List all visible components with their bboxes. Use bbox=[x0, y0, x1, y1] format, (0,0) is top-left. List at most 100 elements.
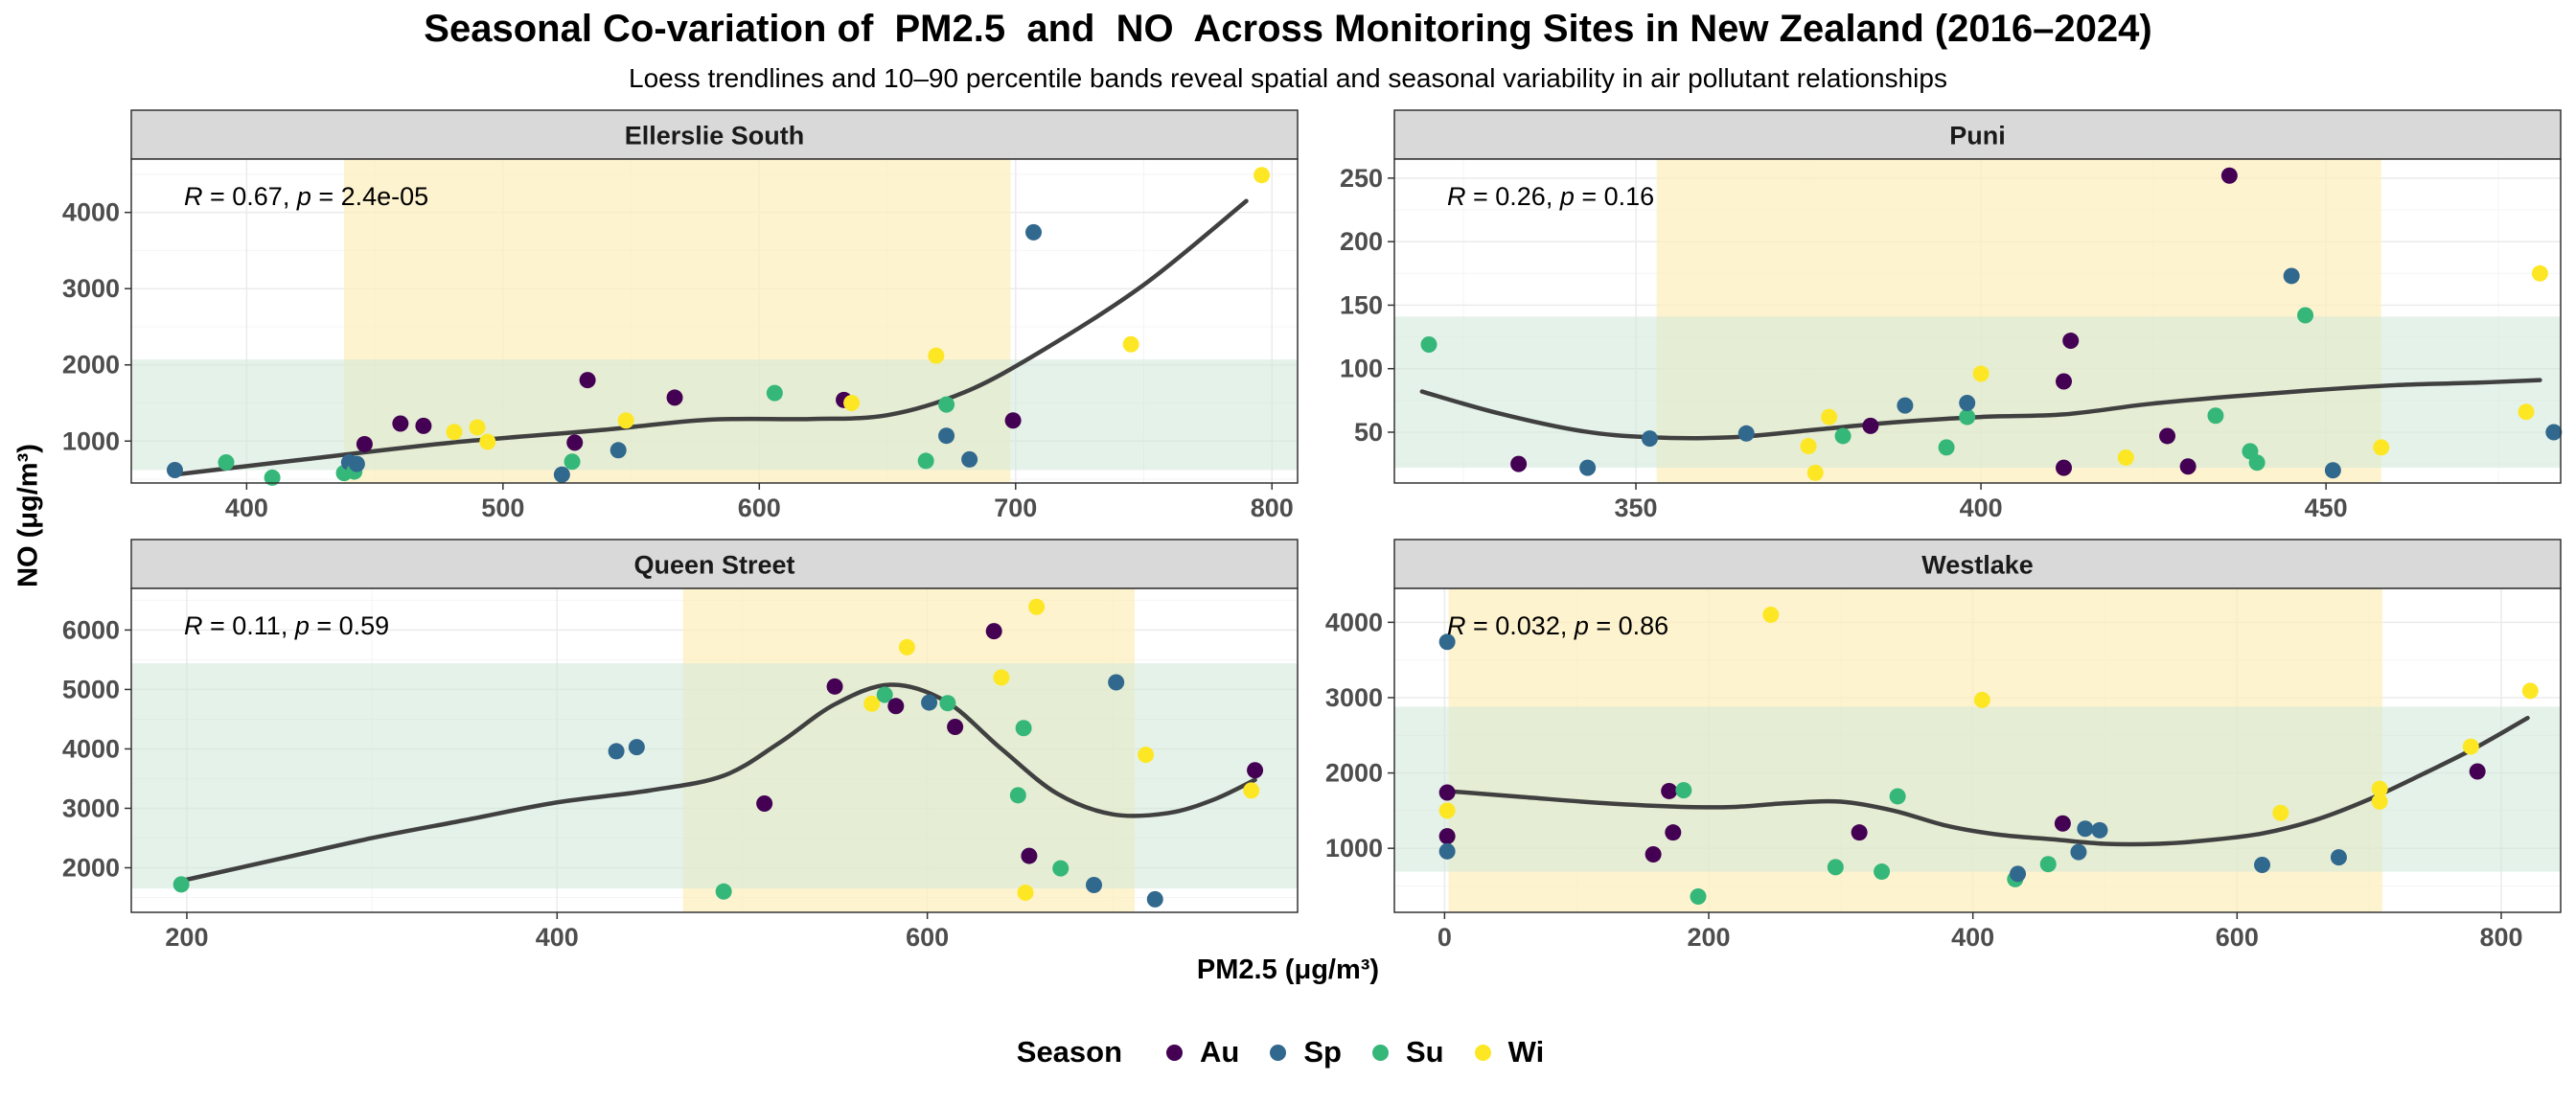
data-point-wi bbox=[898, 638, 915, 656]
data-point-sp bbox=[2324, 462, 2341, 479]
no-percentile-band-westlake bbox=[1394, 706, 2561, 872]
legend-swatch-sp bbox=[1270, 1044, 1287, 1061]
x-tick-label: 400 bbox=[225, 494, 268, 522]
x-tick-label: 800 bbox=[1251, 494, 1294, 522]
data-point-sp bbox=[2077, 820, 2094, 838]
data-point-au bbox=[1851, 824, 1868, 841]
data-point-sp bbox=[1641, 430, 1658, 448]
legend-item-sp: Sp bbox=[1270, 1035, 1342, 1070]
data-point-wi bbox=[1821, 408, 1838, 426]
data-point-sp bbox=[938, 427, 955, 445]
y-tick-label: 1000 bbox=[62, 426, 120, 455]
data-point-au bbox=[2159, 427, 2176, 445]
data-point-sp bbox=[553, 466, 570, 483]
stat-symbol: p bbox=[1574, 611, 1589, 640]
data-point-wi bbox=[1017, 885, 1034, 902]
stat-symbol: R bbox=[184, 182, 203, 211]
legend-label-sp: Sp bbox=[1303, 1035, 1342, 1069]
data-point-wi bbox=[1806, 464, 1824, 481]
x-tick-label: 800 bbox=[2479, 923, 2522, 952]
data-point-au bbox=[1438, 784, 1456, 801]
data-point-wi bbox=[1438, 802, 1456, 819]
y-tick-label: 2000 bbox=[1325, 759, 1383, 788]
data-point-sp bbox=[1025, 223, 1043, 241]
data-point-au bbox=[826, 678, 843, 695]
data-point-su bbox=[218, 454, 235, 472]
data-point-sp bbox=[348, 455, 365, 472]
data-point-wi bbox=[1122, 335, 1139, 353]
data-point-au bbox=[2179, 458, 2196, 475]
data-point-sp bbox=[610, 442, 627, 459]
data-point-au bbox=[2056, 459, 2073, 476]
correlation-annotation-ellerslie-south: R = 0.67, p = 2.4e-05 bbox=[184, 182, 428, 211]
data-point-su bbox=[938, 396, 955, 413]
data-point-sp bbox=[2010, 865, 2027, 883]
y-tick-label: 200 bbox=[1340, 227, 1383, 256]
y-tick-label: 4000 bbox=[62, 734, 120, 763]
data-point-wi bbox=[617, 412, 634, 429]
data-point-wi bbox=[863, 695, 881, 712]
legend-swatch-wi bbox=[1474, 1044, 1491, 1061]
data-point-au bbox=[1665, 824, 1682, 841]
y-tick-label: 1000 bbox=[1325, 834, 1383, 862]
data-point-au bbox=[2062, 333, 2080, 350]
stat-value: = 0.26, bbox=[1466, 182, 1560, 211]
data-point-su bbox=[2207, 407, 2224, 425]
legend-swatch-su bbox=[1372, 1044, 1389, 1061]
data-point-su bbox=[917, 452, 934, 470]
data-point-wi bbox=[469, 419, 486, 436]
panel-westlake: Westlake 0 200 400 600 800 1000 2000 3000 4000 R =… bbox=[1325, 539, 2562, 952]
data-point-su bbox=[1938, 439, 1955, 456]
legend-item-su: Su bbox=[1372, 1035, 1444, 1070]
data-point-sp bbox=[1108, 674, 1125, 691]
data-point-au bbox=[1438, 828, 1456, 845]
no-percentile-band-ellerslie-south bbox=[131, 359, 1298, 471]
panel-strip-westlake bbox=[1393, 539, 2562, 589]
legend-label-au: Au bbox=[1200, 1035, 1240, 1069]
x-tick-label: 400 bbox=[536, 923, 579, 952]
data-point-wi bbox=[2521, 682, 2539, 700]
data-point-su bbox=[172, 876, 190, 893]
data-point-sp bbox=[2545, 424, 2563, 441]
data-point-wi bbox=[2371, 780, 2388, 797]
panel-strip-ellerslie-south bbox=[130, 109, 1299, 160]
data-point-su bbox=[1420, 336, 1438, 354]
data-point-au bbox=[1021, 847, 1038, 864]
data-point-su bbox=[1009, 787, 1026, 804]
data-point-au bbox=[1004, 412, 1022, 429]
data-point-wi bbox=[1973, 691, 1990, 708]
data-point-au bbox=[2469, 763, 2486, 780]
data-point-sp bbox=[2070, 843, 2087, 861]
data-point-wi bbox=[2373, 439, 2390, 456]
data-point-sp bbox=[166, 461, 183, 478]
data-point-au bbox=[1862, 417, 1879, 434]
correlation-annotation-westlake: R = 0.032, p = 0.86 bbox=[1447, 611, 1668, 640]
data-point-au bbox=[356, 435, 373, 452]
y-tick-label: 250 bbox=[1340, 164, 1383, 193]
x-tick-label: 400 bbox=[1951, 923, 1994, 952]
data-point-su bbox=[1675, 782, 1692, 799]
data-point-wi bbox=[1028, 598, 1046, 615]
y-axis-title-text: NO (μg/m³) bbox=[12, 444, 44, 587]
data-point-au bbox=[2056, 373, 2073, 390]
data-point-wi bbox=[479, 433, 496, 450]
loess-trendline-ellerslie-south bbox=[172, 198, 1249, 477]
y-tick-label: 3000 bbox=[62, 274, 120, 303]
data-point-wi bbox=[446, 424, 463, 441]
data-point-wi bbox=[928, 347, 945, 364]
legend-label-su: Su bbox=[1406, 1035, 1444, 1069]
data-point-sp bbox=[1959, 394, 1976, 411]
data-point-su bbox=[1834, 427, 1852, 445]
data-point-wi bbox=[2272, 804, 2289, 821]
stat-symbol: p bbox=[1559, 182, 1575, 211]
no-percentile-band-puni bbox=[1394, 316, 2561, 469]
data-point-wi bbox=[993, 669, 1010, 686]
panel-title-puni: Puni bbox=[1949, 122, 2006, 150]
data-point-su bbox=[1959, 408, 1976, 426]
x-tick-label: 450 bbox=[2305, 494, 2348, 522]
stat-value: = 0.11, bbox=[203, 611, 295, 640]
legend-label-wi: Wi bbox=[1507, 1035, 1545, 1069]
data-point-su bbox=[564, 453, 581, 471]
loess-trendline-queen-street bbox=[178, 682, 1257, 884]
data-point-su bbox=[2248, 454, 2266, 472]
